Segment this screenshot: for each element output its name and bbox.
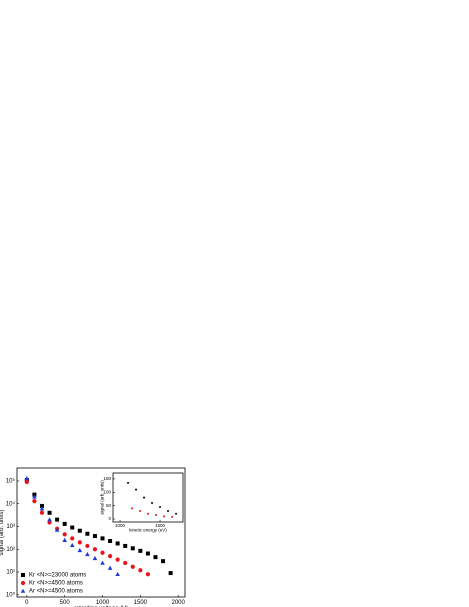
marker xyxy=(85,531,90,536)
x-axis-label: retarding voltage (V) xyxy=(74,606,128,607)
marker xyxy=(127,481,130,484)
marker xyxy=(115,571,120,577)
x-tick-label: 1000 xyxy=(96,600,110,606)
legend-marker xyxy=(20,588,26,593)
marker xyxy=(70,525,75,530)
marker xyxy=(123,543,128,548)
marker xyxy=(130,546,135,551)
marker xyxy=(85,543,90,549)
marker xyxy=(138,568,143,573)
marker xyxy=(175,512,178,515)
marker xyxy=(77,528,82,533)
marker xyxy=(135,488,138,491)
marker xyxy=(115,541,120,546)
plot-frame xyxy=(112,472,184,523)
marker xyxy=(69,542,75,548)
x-tick-label: 2000 xyxy=(172,600,186,606)
marker xyxy=(92,547,98,552)
marker xyxy=(47,510,52,515)
y-axis-label: signal (arb. units) xyxy=(99,480,104,515)
marker xyxy=(153,555,158,560)
marker xyxy=(161,559,166,564)
marker xyxy=(92,555,98,561)
marker xyxy=(77,547,83,553)
marker xyxy=(54,527,60,532)
y-tick-label: 10⁵ xyxy=(6,478,16,485)
marker xyxy=(92,534,97,539)
marker xyxy=(55,517,60,522)
marker xyxy=(159,506,162,509)
y-tick-label: 10¹ xyxy=(6,570,15,576)
marker xyxy=(130,564,135,569)
y-axis-label: signal (arb. units) xyxy=(0,509,5,555)
marker xyxy=(168,571,173,576)
marker xyxy=(151,501,154,504)
marker xyxy=(167,510,170,513)
x-tick-label: 1000 xyxy=(115,523,126,528)
marker xyxy=(70,536,75,541)
y-tick-label: 50 xyxy=(106,503,112,508)
marker xyxy=(171,515,174,518)
marker xyxy=(115,557,120,562)
legend-marker xyxy=(21,573,25,577)
marker xyxy=(138,548,143,553)
y-tick-label: 100 xyxy=(103,489,111,494)
x-tick-label: 500 xyxy=(60,600,71,606)
marker xyxy=(85,551,90,557)
legend-marker xyxy=(20,580,26,586)
y-tick-label: 150 xyxy=(103,476,111,481)
marker xyxy=(24,475,30,481)
marker xyxy=(139,510,142,513)
marker xyxy=(32,499,37,504)
legend-label: Kr <N>=23000 atoms xyxy=(29,573,86,579)
x-tick-label: 1500 xyxy=(155,523,166,528)
marker xyxy=(77,540,82,545)
marker xyxy=(39,503,44,508)
marker xyxy=(123,560,128,566)
marker xyxy=(100,536,105,541)
y-tick-label: 10³ xyxy=(6,524,15,530)
marker xyxy=(62,537,67,542)
y-tick-label: 0 xyxy=(108,516,111,521)
x-tick-label: 0 xyxy=(25,600,29,606)
marker xyxy=(143,496,146,499)
marker xyxy=(39,506,45,511)
marker xyxy=(163,515,166,518)
marker xyxy=(145,551,150,556)
marker xyxy=(32,494,37,499)
marker xyxy=(39,510,45,515)
marker xyxy=(62,521,67,526)
y-tick-label: 10² xyxy=(6,547,15,553)
marker xyxy=(131,507,134,510)
marker xyxy=(145,572,151,577)
x-axis-label: kinetic energy (eV) xyxy=(129,528,167,533)
marker xyxy=(100,560,105,565)
marker xyxy=(108,539,113,544)
legend-label: Ar <N>=4500 atoms xyxy=(29,589,83,595)
marker xyxy=(107,554,113,559)
marker xyxy=(147,512,150,515)
plot-frame xyxy=(16,467,186,598)
marker xyxy=(24,479,29,485)
marker xyxy=(100,550,105,555)
marker xyxy=(62,532,67,537)
x-tick-label: 1500 xyxy=(134,600,148,606)
marker xyxy=(47,517,52,522)
marker xyxy=(155,514,158,517)
y-tick-label: 10⁰ xyxy=(6,591,16,598)
marker xyxy=(107,565,113,570)
legend-label: Kr <N>=4500 atoms xyxy=(29,581,83,587)
y-tick-label: 10⁴ xyxy=(6,500,16,507)
